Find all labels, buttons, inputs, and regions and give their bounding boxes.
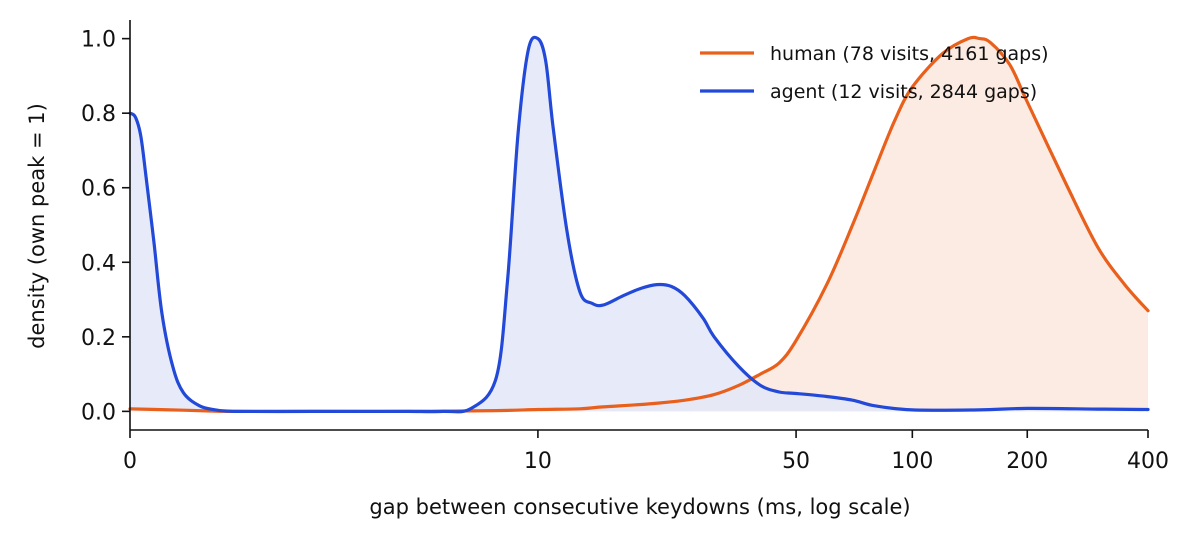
legend: human (78 visits, 4161 gaps) agent (12 vi… [700, 43, 1049, 103]
series-lines [128, 35, 1150, 414]
series-line-1 [128, 35, 1150, 414]
series-area-0 [130, 37, 1148, 412]
legend-label-0: human (78 visits, 4161 gaps) [770, 43, 1049, 65]
x-tick-label: 10 [524, 449, 552, 474]
x-tick-label: 400 [1127, 449, 1169, 474]
y-tick-label: 1.0 [81, 28, 116, 53]
x-tick-label: 200 [1006, 449, 1048, 474]
x-axis-label: gap between consecutive keydowns (ms, lo… [369, 495, 910, 519]
y-tick-label: 0.8 [81, 102, 116, 127]
y-tick-label: 0.0 [81, 400, 116, 425]
legend-label-1: agent (12 visits, 2844 gaps) [770, 81, 1037, 103]
x-tick-label: 50 [782, 449, 810, 474]
y-tick-label: 0.4 [81, 251, 116, 276]
y-axis-label: density (own peak = 1) [25, 103, 49, 349]
axes [129, 20, 1148, 431]
y-ticks: 0.0 0.2 0.4 0.6 0.8 1.0 [81, 28, 130, 425]
x-ticks: 0 10 50 100 200 400 [123, 430, 1169, 474]
y-tick-label: 0.2 [81, 326, 116, 351]
x-tick-label: 100 [891, 449, 933, 474]
series-fills [130, 37, 1148, 412]
y-tick-label: 0.6 [81, 177, 116, 202]
series-area-1 [130, 37, 1148, 412]
x-tick-label: 0 [123, 449, 137, 474]
